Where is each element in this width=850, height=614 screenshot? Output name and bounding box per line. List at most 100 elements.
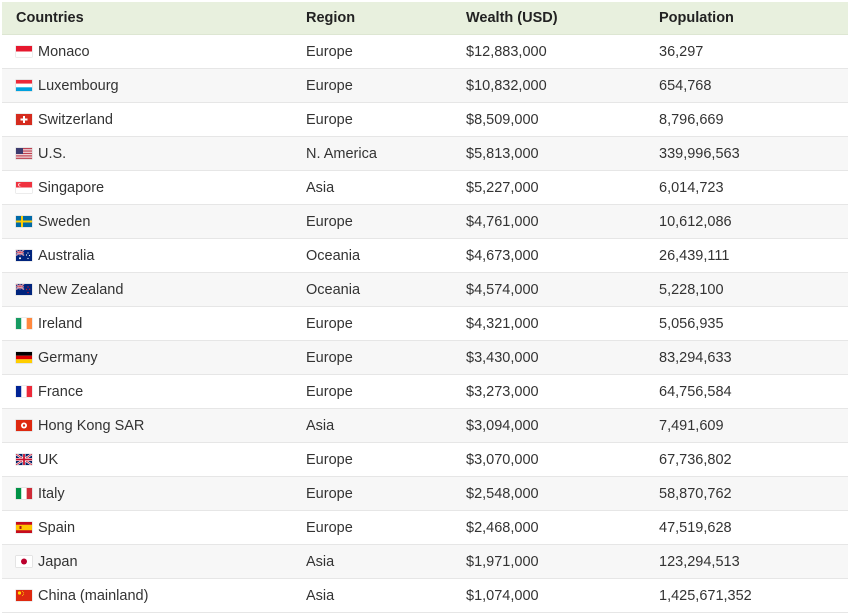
table-row: Sweden Europe $4,761,000 10,612,086 <box>2 205 848 239</box>
country-name: Switzerland <box>38 111 113 128</box>
region-cell: Asia <box>306 553 335 570</box>
table-row: Hong Kong SAR Asia $3,094,000 7,491,609 <box>2 409 848 443</box>
population-cell: 47,519,628 <box>659 519 732 536</box>
country-cell: U.S. <box>2 146 306 162</box>
country-cell: New Zealand <box>2 282 306 298</box>
region-cell: Europe <box>306 43 353 60</box>
population-cell: 8,796,669 <box>659 111 724 128</box>
country-name: Spain <box>38 519 76 536</box>
switzerland-flag-icon <box>16 114 32 125</box>
wealth-cell: $4,673,000 <box>466 247 539 264</box>
region-cell: N. America <box>306 145 377 162</box>
region-cell: Oceania <box>306 247 361 264</box>
table-row: U.S. N. America $5,813,000 339,996,563 <box>2 137 848 171</box>
region-cell: Europe <box>306 111 353 128</box>
country-cell: UK <box>2 452 306 468</box>
country-cell: Italy <box>2 486 306 502</box>
population-cell: 7,491,609 <box>659 417 724 434</box>
wealth-cell: $1,074,000 <box>466 587 539 604</box>
region-cell: Asia <box>306 179 335 196</box>
country-cell: Singapore <box>2 180 306 196</box>
sweden-flag-icon <box>16 216 32 227</box>
region-cell: Asia <box>306 417 335 434</box>
country-name: Italy <box>38 485 65 502</box>
country-cell: Ireland <box>2 316 306 332</box>
wealth-cell: $4,761,000 <box>466 213 539 230</box>
region-cell: Oceania <box>306 281 361 298</box>
table-row: Monaco Europe $12,883,000 36,297 <box>2 35 848 69</box>
header-wealth[interactable]: Wealth (USD) <box>466 10 558 26</box>
population-cell: 67,736,802 <box>659 451 732 468</box>
country-cell: Sweden <box>2 214 306 230</box>
table-body: Monaco Europe $12,883,000 36,297 Luxembourg E… <box>2 35 848 613</box>
table-row: Switzerland Europe $8,509,000 8,796,669 <box>2 103 848 137</box>
table-row: Singapore Asia $5,227,000 6,014,723 <box>2 171 848 205</box>
country-cell: Luxembourg <box>2 78 306 94</box>
header-region[interactable]: Region <box>306 10 356 26</box>
country-name: Hong Kong SAR <box>38 417 145 434</box>
table-row: Germany Europe $3,430,000 83,294,633 <box>2 341 848 375</box>
country-cell: Australia <box>2 248 306 264</box>
country-name: Japan <box>38 553 78 570</box>
header-population[interactable]: Population <box>659 10 734 26</box>
italy-flag-icon <box>16 488 32 499</box>
header-countries[interactable]: Countries <box>16 10 84 26</box>
region-cell: Europe <box>306 315 353 332</box>
spain-flag-icon <box>16 522 32 533</box>
population-cell: 5,228,100 <box>659 281 724 298</box>
country-name: Singapore <box>38 179 105 196</box>
region-cell: Europe <box>306 485 353 502</box>
country-name: Luxembourg <box>38 77 119 94</box>
population-cell: 26,439,111 <box>659 247 730 264</box>
region-cell: Europe <box>306 213 353 230</box>
table-row: Spain Europe $2,468,000 47,519,628 <box>2 511 848 545</box>
wealth-cell: $1,971,000 <box>466 553 539 570</box>
wealth-cell: $3,070,000 <box>466 451 539 468</box>
country-name: China (mainland) <box>38 587 149 604</box>
wealth-cell: $3,273,000 <box>466 383 539 400</box>
population-cell: 654,768 <box>659 77 712 94</box>
ireland-flag-icon <box>16 318 32 329</box>
table-row: Luxembourg Europe $10,832,000 654,768 <box>2 69 848 103</box>
country-cell: Monaco <box>2 44 306 60</box>
country-name: Sweden <box>38 213 91 230</box>
wealth-cell: $2,548,000 <box>466 485 539 502</box>
country-cell: Hong Kong SAR <box>2 418 306 434</box>
population-cell: 10,612,086 <box>659 213 732 230</box>
population-cell: 58,870,762 <box>659 485 732 502</box>
table-row: France Europe $3,273,000 64,756,584 <box>2 375 848 409</box>
country-name: New Zealand <box>38 281 124 298</box>
wealth-cell: $12,883,000 <box>466 43 547 60</box>
population-cell: 6,014,723 <box>659 179 724 196</box>
us-flag-icon <box>16 148 32 159</box>
region-cell: Europe <box>306 77 353 94</box>
wealth-cell: $3,094,000 <box>466 417 539 434</box>
country-name: Germany <box>38 349 98 366</box>
wealth-cell: $2,468,000 <box>466 519 539 536</box>
table-header-row: Countries Region Wealth (USD) Population <box>2 2 848 35</box>
population-cell: 83,294,633 <box>659 349 732 366</box>
population-cell: 123,294,513 <box>659 553 740 570</box>
wealth-cell: $8,509,000 <box>466 111 539 128</box>
region-cell: Europe <box>306 519 353 536</box>
population-cell: 339,996,563 <box>659 145 740 162</box>
china-flag-icon <box>16 590 32 601</box>
table-row: UK Europe $3,070,000 67,736,802 <box>2 443 848 477</box>
country-cell: Spain <box>2 520 306 536</box>
country-cell: Japan <box>2 554 306 570</box>
region-cell: Asia <box>306 587 335 604</box>
germany-flag-icon <box>16 352 32 363</box>
luxembourg-flag-icon <box>16 80 32 91</box>
country-cell: Germany <box>2 350 306 366</box>
region-cell: Europe <box>306 451 353 468</box>
country-cell: China (mainland) <box>2 588 306 604</box>
new-zealand-flag-icon <box>16 284 32 295</box>
australia-flag-icon <box>16 250 32 261</box>
region-cell: Europe <box>306 383 353 400</box>
country-name: UK <box>38 451 59 468</box>
wealth-cell: $4,321,000 <box>466 315 539 332</box>
table-row: Italy Europe $2,548,000 58,870,762 <box>2 477 848 511</box>
wealth-cell: $3,430,000 <box>466 349 539 366</box>
wealth-cell: $5,227,000 <box>466 179 539 196</box>
